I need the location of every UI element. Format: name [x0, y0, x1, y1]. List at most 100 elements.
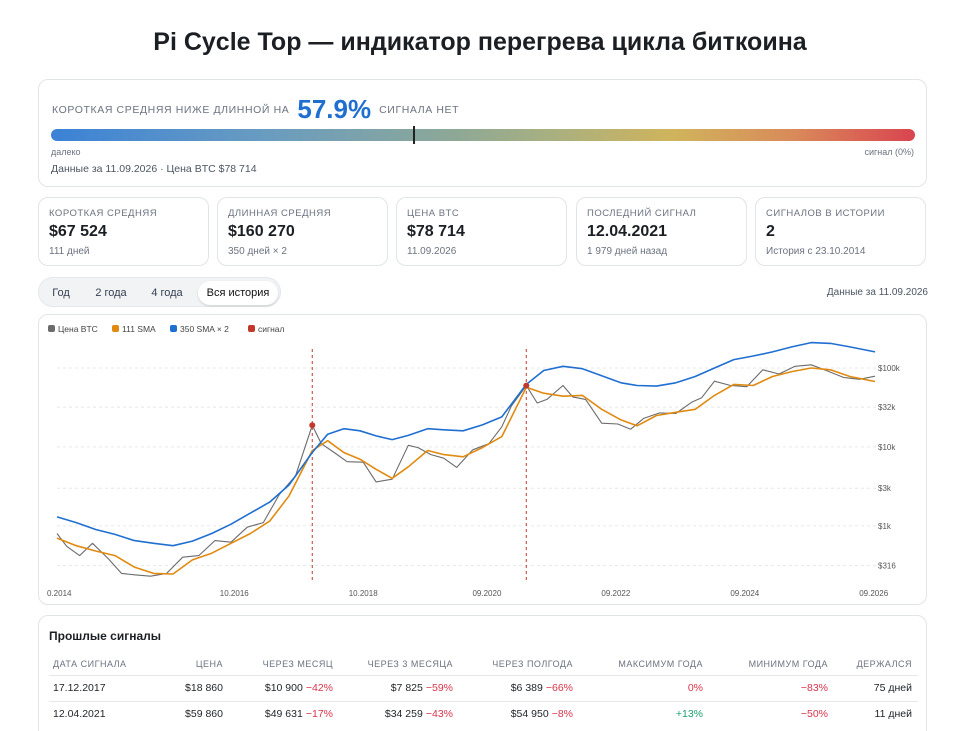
cell-3m-price: $7 825 — [390, 682, 423, 694]
legend-swatch — [48, 325, 55, 332]
x-tick-label: 09.2020 — [472, 589, 501, 598]
cell-price: $59 860 — [169, 700, 229, 727]
cell-3m-pct: −43% — [425, 708, 453, 721]
legend-label: сигнал — [258, 324, 285, 334]
signal-point — [523, 382, 530, 389]
stat-sub: 11.09.2026 — [407, 246, 457, 257]
col-header: ДЕРЖАЛСЯ — [856, 658, 912, 669]
series-line — [56, 341, 876, 547]
gauge-status-text: СИГНАЛА НЕТ — [379, 103, 460, 116]
cell-6m-price: $54 950 — [510, 708, 549, 721]
stat-sub: 1 979 дней назад — [587, 246, 668, 257]
cell-1m: $10 900 −42% — [229, 674, 339, 701]
cell-held: 11 дней — [834, 700, 918, 727]
cell-min-pct: −83% — [800, 682, 828, 694]
past-signals-title: Прошлые сигналы — [49, 629, 162, 643]
tab-all-history[interactable]: Вся история — [198, 281, 278, 305]
tab-4-years[interactable]: 4 года — [151, 287, 183, 299]
stat-card-btc-price: ЦЕНА BTC $78 714 11.09.2026 — [396, 197, 567, 266]
cell-min: −83% — [709, 674, 834, 701]
stat-card-signal-count: СИГНАЛОВ В ИСТОРИИ 2 История с 23.10.201… — [755, 197, 926, 266]
x-tick-label: 09.2024 — [730, 589, 759, 598]
cell-1m-pct: −42% — [305, 682, 333, 694]
x-tick-label: 09.2026 — [859, 589, 888, 598]
cell-max-pct: 0% — [687, 682, 703, 694]
gauge-marker — [412, 126, 415, 144]
legend-label: 350 SMA × 2 — [180, 324, 229, 334]
col-header: ЧЕРЕЗ МЕСЯЦ — [262, 658, 333, 669]
x-tick-label: 0.2014 — [47, 589, 72, 598]
cell-1m-price: $49 631 — [264, 708, 303, 721]
cell-1m: $49 631 −17% — [229, 700, 339, 727]
stat-value: 12.04.2021 — [587, 223, 668, 240]
pi-cycle-chart-card: $316 $1k $3k $10k $32k $100k 0.2014 10.2016 10.2… — [38, 314, 927, 605]
stat-value: 2 — [766, 223, 775, 240]
distance-gauge-card: КОРОТКАЯ СРЕДНЯЯ НИЖЕ ДЛИННОЙ НА 57.9% С… — [38, 79, 927, 187]
gauge-right-label: сигнал (0%) — [864, 147, 914, 157]
legend-swatch — [248, 325, 255, 332]
cell-6m: $6 389 −66% — [459, 674, 579, 701]
gauge-gradient-bar — [51, 129, 915, 141]
gauge-value: 57.9% — [297, 94, 372, 124]
data-date-label: Данные за 11.09.2026 — [826, 287, 928, 298]
x-tick-label: 10.2018 — [349, 589, 378, 598]
cell-3m: $7 825 −59% — [339, 674, 459, 701]
table-row: 17.12.2017 $18 860 $10 900 −42% $7 825 −59… — [49, 674, 918, 701]
cell-min-pct: −50% — [800, 708, 828, 721]
cell-max: 0% — [579, 674, 709, 701]
y-tick-label: $1k — [878, 522, 892, 531]
stat-sub: 111 дней — [49, 246, 90, 257]
col-header: ЧЕРЕЗ ПОЛГОДА — [492, 658, 573, 669]
col-header: МИНИМУМ ГОДА — [748, 658, 828, 669]
cell-6m: $54 950 −8% — [459, 700, 579, 727]
cell-min: −50% — [709, 700, 834, 727]
cell-held: 75 дней — [834, 674, 918, 701]
past-signals-card: Прошлые сигналы ДАТА СИГНАЛА ЦЕНА ЧЕРЕЗ … — [38, 615, 927, 731]
stat-label: КОРОТКАЯ СРЕДНЯЯ — [49, 208, 158, 219]
y-tick-label: $3k — [878, 484, 892, 493]
stat-value: $160 270 — [228, 223, 295, 240]
col-header: ЧЕРЕЗ 3 МЕСЯЦА — [367, 658, 453, 669]
tab-year[interactable]: Год — [52, 287, 70, 299]
tab-2-years[interactable]: 2 года — [95, 287, 127, 299]
table-header-row: ДАТА СИГНАЛА ЦЕНА ЧЕРЕЗ МЕСЯЦ ЧЕРЕЗ 3 МЕ… — [49, 653, 918, 675]
cell-3m-price: $34 259 — [384, 708, 423, 721]
cell-price: $18 860 — [169, 674, 229, 701]
cell-max: +13% — [579, 700, 709, 727]
stat-card-long-sma: ДЛИННАЯ СРЕДНЯЯ $160 270 350 дней × 2 — [217, 197, 388, 266]
cell-6m-pct: −66% — [545, 682, 573, 694]
past-signals-table: ДАТА СИГНАЛА ЦЕНА ЧЕРЕЗ МЕСЯЦ ЧЕРЕЗ 3 МЕ… — [49, 653, 918, 727]
stat-value: $78 714 — [407, 223, 465, 240]
gauge-meta-text: Данные за 11.09.2026 · Цена BTC $78 714 — [51, 163, 257, 175]
cell-1m-pct: −17% — [305, 708, 333, 721]
gauge-left-label: далеко — [51, 147, 81, 157]
stat-label: ДЛИННАЯ СРЕДНЯЯ — [228, 208, 332, 219]
stat-sub: 350 дней × 2 — [228, 246, 287, 257]
table-row: 12.04.2021 $59 860 $49 631 −17% $34 259 −4… — [49, 700, 918, 727]
stat-card-short-sma: КОРОТКАЯ СРЕДНЯЯ $67 524 111 дней — [38, 197, 209, 266]
series-line — [56, 367, 876, 575]
pi-cycle-chart: $316 $1k $3k $10k $32k $100k 0.2014 10.2016 10.2… — [47, 324, 901, 598]
cell-1m-price: $10 900 — [264, 682, 303, 694]
legend-label: 111 SMA — [122, 324, 156, 334]
col-header: ЦЕНА — [195, 658, 223, 669]
page-title: Pi Cycle Top — индикатор перегрева цикла… — [153, 28, 807, 56]
stat-value: $67 524 — [49, 223, 107, 240]
cell-3m-pct: −59% — [425, 682, 453, 694]
legend-swatch — [112, 325, 119, 332]
gauge-headline: КОРОТКАЯ СРЕДНЯЯ НИЖЕ ДЛИННОЙ НА 57.9% С… — [52, 94, 459, 125]
cell-max-pct: +13% — [675, 708, 703, 721]
signal-point — [309, 422, 316, 429]
series-line — [56, 364, 876, 577]
stat-label: СИГНАЛОВ В ИСТОРИИ — [766, 208, 885, 219]
y-tick-label: $10k — [878, 443, 896, 452]
col-header: ДАТА СИГНАЛА — [53, 658, 127, 669]
range-tabs: Год 2 года 4 года Вся история — [38, 277, 281, 307]
gauge-prefix-text: КОРОТКАЯ СРЕДНЯЯ НИЖЕ ДЛИННОЙ НА — [52, 103, 290, 116]
stat-label: ЦЕНА BTC — [407, 208, 460, 219]
y-tick-label: $316 — [878, 561, 896, 570]
cell-date: 12.04.2021 — [49, 700, 169, 727]
cell-6m-pct: −8% — [551, 708, 573, 721]
x-tick-label: 09.2022 — [601, 589, 630, 598]
y-tick-label: $100k — [878, 364, 901, 373]
